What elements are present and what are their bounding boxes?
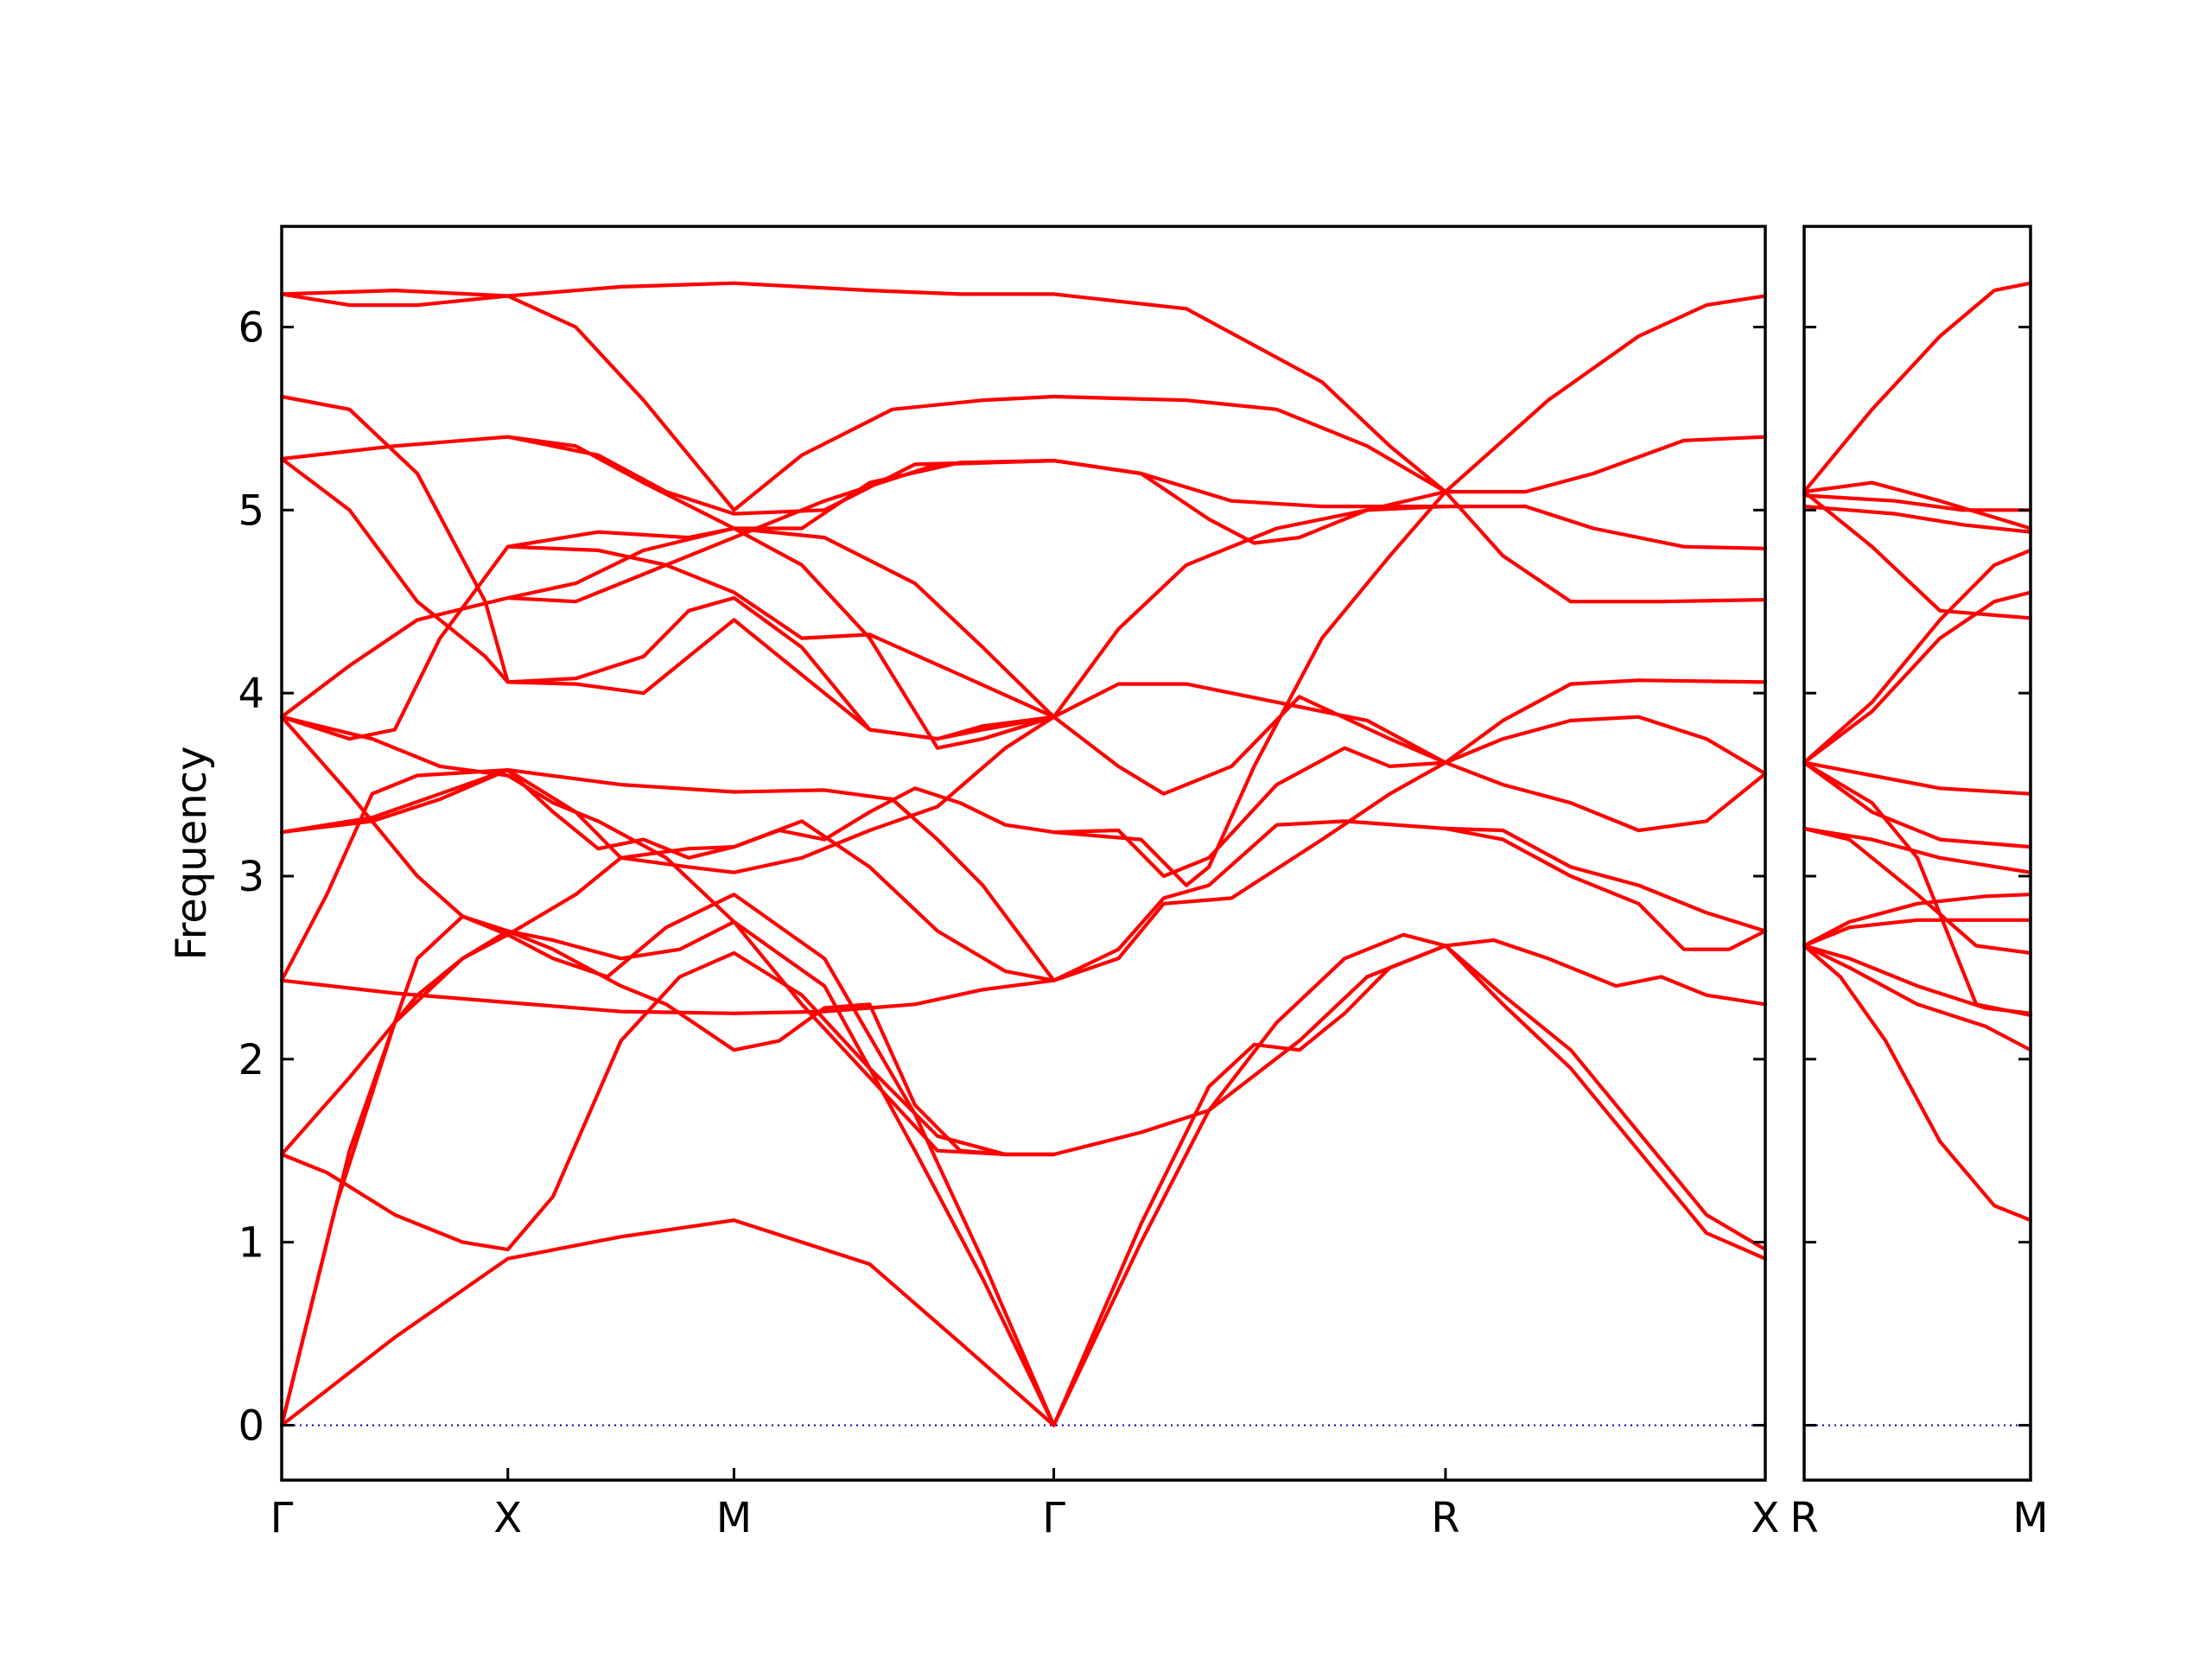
band-line-4	[1802, 918, 2033, 948]
band-line-15	[279, 394, 1056, 741]
band-line-27	[1052, 490, 1447, 887]
band-line-24	[1052, 932, 1447, 1157]
band-line-43	[1443, 678, 1768, 765]
band-line-6	[279, 978, 1056, 1015]
band-line-30	[1052, 682, 1447, 765]
band-line-29	[1052, 695, 1447, 796]
plot-frame	[1802, 225, 2032, 1482]
band-line-18	[279, 281, 1056, 298]
band-line-16	[1802, 493, 2033, 512]
x-tick-label: R	[1789, 1494, 1818, 1542]
band-line-28	[1052, 746, 1447, 879]
band-line-35	[1052, 292, 1447, 494]
y-tick-label: 6	[238, 304, 264, 353]
y-axis: 0 1 2 3 4 5 6	[238, 304, 264, 1451]
band-line-25	[1052, 819, 1447, 982]
y-tick-label: 2	[238, 1036, 264, 1084]
band-line-17	[1802, 281, 2033, 494]
band-line-4	[279, 950, 1056, 1252]
band-line-15	[1802, 480, 2033, 531]
x-tick-label: Γ	[1042, 1494, 1065, 1542]
band-line-14	[279, 456, 1056, 741]
y-tick-label: 4	[238, 670, 264, 718]
band-line-6	[1802, 826, 2033, 955]
x-tick-label: M	[2012, 1494, 2048, 1542]
band-line-7	[279, 768, 1056, 982]
band-line-16	[279, 435, 1056, 531]
band-line-42	[1443, 715, 1768, 776]
band-line-39	[1443, 826, 1768, 951]
band-line-10	[279, 715, 1056, 1157]
band-line-19	[505, 526, 1056, 750]
band-line-2	[1802, 944, 2033, 1052]
band-line-46	[1443, 435, 1768, 494]
band-line-21	[505, 435, 1056, 516]
band-line-45	[1443, 505, 1768, 550]
band-line-10	[1802, 760, 2033, 796]
band-line-1	[1802, 944, 2033, 1223]
band-line-34	[1052, 394, 1447, 494]
band-line-2	[279, 893, 1056, 1427]
band-line-9	[1802, 760, 2033, 849]
band-line-5	[1802, 893, 2033, 948]
y-axis-label: Frequency	[168, 747, 216, 961]
band-line-38	[1443, 938, 1768, 1007]
band-line-40	[1443, 826, 1768, 933]
band-line-14	[1802, 505, 2033, 534]
band-line-41	[1443, 760, 1768, 833]
band-line-8	[1802, 760, 2033, 1018]
band-line-5	[279, 786, 1056, 1157]
band-line-26	[1052, 760, 1447, 982]
band-line-36	[1443, 944, 1768, 1261]
band-line-12	[1802, 548, 2033, 765]
band-line-37	[1443, 944, 1768, 1252]
band-line-7	[1802, 826, 2033, 874]
y-tick-label: 1	[238, 1219, 264, 1268]
band-line-23	[1052, 944, 1447, 1427]
x-tick-label: Γ	[270, 1494, 294, 1542]
x-tick-label: X	[1751, 1494, 1780, 1542]
band-line-22	[1052, 944, 1447, 1427]
band-line-9	[279, 768, 1056, 982]
plot-frame	[280, 225, 1767, 1482]
band-line-3	[279, 919, 1056, 1427]
y-tick-label: 0	[238, 1402, 264, 1450]
band-line-44	[1443, 490, 1768, 604]
y-tick-label: 3	[238, 853, 264, 901]
band-line-1	[279, 1218, 1056, 1427]
band-line-33	[1052, 459, 1447, 545]
band-line-17	[279, 292, 1056, 512]
band-line-11	[1802, 590, 2033, 765]
band-line-8	[279, 715, 1056, 874]
x-tick-label: R	[1431, 1494, 1459, 1542]
x-tick-label: X	[493, 1494, 522, 1542]
band-line-20	[505, 459, 1056, 604]
band-line-13	[279, 526, 1056, 719]
band-line-11	[279, 715, 1056, 1157]
x-tick-label: M	[716, 1494, 752, 1542]
y-tick-label: 5	[238, 486, 264, 535]
band-line-31	[1052, 505, 1447, 719]
band-line-13	[1802, 490, 2033, 620]
band-line-47	[1443, 294, 1768, 494]
